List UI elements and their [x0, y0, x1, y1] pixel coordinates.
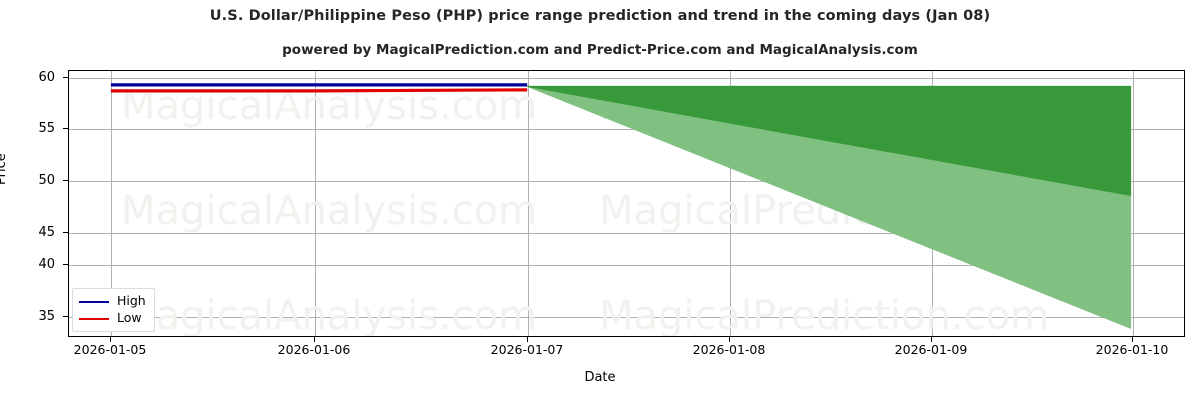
y-tick-label-55: 55: [38, 121, 55, 136]
gridline-horizontal: [69, 181, 1184, 182]
x-tick-label-2026-01-09: 2026-01-09: [894, 342, 968, 357]
legend-item-low[interactable]: Low: [79, 310, 146, 327]
forecast-upper-band-area: [527, 85, 1132, 197]
gridline-vertical: [315, 71, 316, 336]
y-tick-label-50: 50: [38, 173, 55, 188]
y-tick-mark: [63, 316, 68, 318]
chart-subtitle: powered by MagicalPrediction.com and Pre…: [282, 42, 918, 58]
x-tick-mark: [1132, 337, 1134, 342]
y-tick-label-35: 35: [38, 309, 55, 324]
gridline-horizontal: [69, 233, 1184, 234]
y-tick-label-45: 45: [38, 225, 55, 240]
legend-item-high[interactable]: High: [79, 293, 146, 310]
low-series-line: [110, 88, 528, 93]
gridline-horizontal: [69, 129, 1184, 130]
x-tick-mark: [527, 337, 529, 342]
chart-legend[interactable]: High Low: [72, 288, 155, 332]
y-tick-mark: [63, 180, 68, 182]
y-tick-mark: [63, 128, 68, 130]
x-tick-mark: [110, 337, 112, 342]
legend-label-low: Low: [117, 310, 142, 326]
x-tick-label-2026-01-10: 2026-01-10: [1095, 342, 1169, 357]
legend-swatch-low: [79, 317, 109, 320]
legend-swatch-high: [79, 300, 109, 303]
x-tick-mark: [314, 337, 316, 342]
gridline-vertical: [730, 71, 731, 336]
gridline-horizontal: [69, 265, 1184, 266]
gridline-vertical: [1133, 71, 1134, 336]
y-tick-mark: [63, 232, 68, 234]
x-tick-mark: [931, 337, 933, 342]
plot-area: MagicalAnalysis.com MagicalPrediction.co…: [68, 70, 1185, 337]
gridline-vertical: [111, 71, 112, 336]
x-tick-label-2026-01-07: 2026-01-07: [490, 342, 564, 357]
y-tick-mark: [63, 77, 68, 79]
gridline-horizontal: [69, 317, 1184, 318]
y-tick-label-60: 60: [38, 70, 55, 85]
series-overlay: [110, 83, 1132, 330]
x-tick-mark: [729, 337, 731, 342]
gridline-vertical: [528, 71, 529, 336]
y-tick-label-40: 40: [38, 257, 55, 272]
x-tick-label-2026-01-06: 2026-01-06: [277, 342, 351, 357]
y-tick-mark: [63, 264, 68, 266]
x-tick-label-2026-01-05: 2026-01-05: [73, 342, 147, 357]
chart-title: U.S. Dollar/Philippine Peso (PHP) price …: [209, 8, 991, 24]
x-tick-label-2026-01-08: 2026-01-08: [692, 342, 766, 357]
x-axis-label: Date: [584, 370, 616, 385]
gridline-horizontal: [69, 78, 1184, 79]
y-axis-label: Price: [0, 153, 9, 185]
legend-label-high: High: [117, 293, 146, 309]
